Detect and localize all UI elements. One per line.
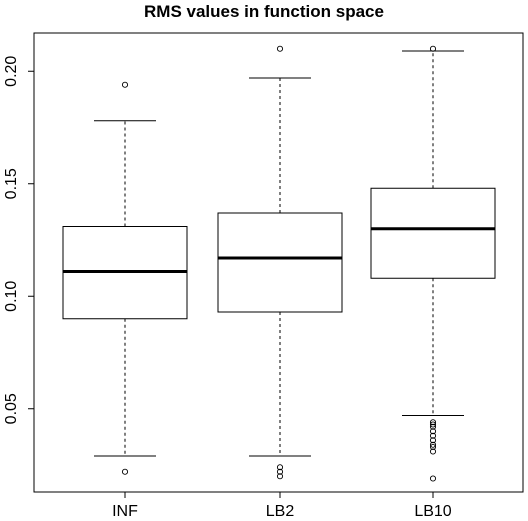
box-group-lb10 [370,45,496,482]
iqr-box [370,187,496,279]
outlier-point [429,421,437,428]
iqr-box [217,212,343,313]
x-tick-label: INF [112,503,138,520]
x-axis: INF LB2 LB10 [112,492,452,520]
plot-frame [33,32,524,493]
outlier-point [121,81,129,88]
outlier-point [429,448,437,455]
outlier-point [276,464,284,471]
outlier-point [276,45,284,52]
y-tick-label: 0.20 [3,56,20,87]
outlier-point [429,441,437,448]
outlier-point [429,475,437,482]
outlier-point [429,428,437,435]
outlier-point [429,423,437,430]
outlier-point [429,443,437,451]
box-group-lb2 [217,45,343,480]
outlier-point [429,419,437,426]
y-tick-label: 0.10 [3,281,20,312]
box-group-inf [62,81,188,475]
outlier-point [121,468,129,475]
outlier-point [429,45,437,52]
chart-title: RMS values in function space [144,2,384,21]
outlier-point [429,437,437,444]
y-axis: 0.05 0.10 0.15 0.20 [3,56,34,424]
outlier-point [429,432,437,439]
y-tick-label: 0.15 [3,168,20,199]
y-tick-label: 0.05 [3,393,20,424]
x-tick-label: LB2 [266,503,295,520]
x-tick-label: LB10 [414,503,451,520]
outlier-point [276,473,284,480]
boxes-layer [62,45,496,482]
outlier-point [276,468,284,475]
